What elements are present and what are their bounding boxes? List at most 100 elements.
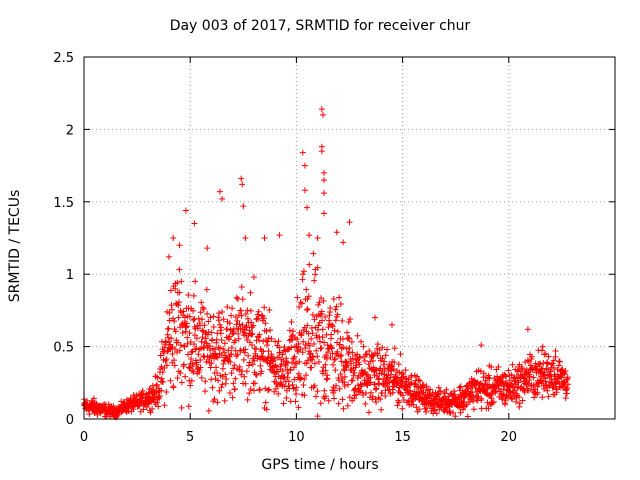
data-point — [163, 389, 170, 396]
data-point — [321, 190, 328, 197]
data-point — [238, 175, 245, 182]
data-point — [335, 377, 342, 384]
data-point — [188, 377, 195, 384]
data-point — [291, 364, 298, 371]
data-point — [539, 394, 546, 401]
data-point — [305, 330, 312, 337]
data-point — [168, 302, 175, 309]
data-point — [284, 374, 291, 381]
data-point — [200, 328, 207, 335]
data-point — [337, 301, 344, 308]
data-point — [212, 346, 219, 353]
data-point — [273, 363, 280, 370]
data-point — [283, 395, 290, 402]
data-point — [214, 354, 221, 361]
plot-frame — [83, 56, 616, 420]
data-point — [158, 387, 165, 394]
data-point — [158, 363, 165, 370]
data-point — [246, 390, 253, 397]
data-point — [423, 383, 430, 390]
data-point — [266, 307, 273, 314]
data-point — [206, 354, 213, 361]
data-point — [161, 402, 168, 409]
data-point — [168, 335, 175, 342]
data-point — [157, 352, 164, 359]
data-point — [333, 229, 340, 236]
data-point — [202, 335, 209, 342]
data-point — [209, 384, 216, 391]
data-point — [226, 320, 233, 327]
data-point — [299, 271, 306, 278]
data-point — [260, 315, 267, 322]
data-point — [234, 351, 241, 358]
data-point — [550, 365, 557, 372]
data-point — [317, 312, 324, 319]
data-point — [336, 341, 343, 348]
data-point — [320, 370, 327, 377]
data-point — [336, 294, 343, 301]
data-point — [391, 359, 398, 366]
data-point — [244, 307, 251, 314]
data-point — [318, 295, 325, 302]
data-point — [330, 361, 337, 368]
data-point — [189, 348, 196, 355]
data-point — [382, 393, 389, 400]
data-point — [251, 387, 258, 394]
data-point — [498, 379, 505, 386]
data-point — [343, 345, 350, 352]
data-point — [524, 357, 531, 364]
data-point — [178, 309, 185, 316]
data-point — [348, 360, 355, 367]
data-point — [262, 399, 269, 406]
data-point — [238, 307, 245, 314]
data-point — [330, 384, 337, 391]
data-point — [236, 363, 243, 370]
data-point — [279, 351, 286, 358]
data-point — [319, 111, 326, 118]
data-point — [478, 342, 485, 349]
data-point — [423, 404, 430, 411]
data-point — [265, 354, 272, 361]
data-point — [326, 312, 333, 319]
data-point — [236, 321, 243, 328]
data-point — [324, 342, 331, 349]
data-point — [508, 380, 515, 387]
data-point — [258, 368, 265, 375]
data-point — [338, 352, 345, 359]
data-point — [550, 357, 557, 364]
data-point — [186, 364, 193, 371]
data-point — [190, 292, 197, 299]
data-point — [243, 368, 250, 375]
data-point — [130, 406, 137, 413]
data-point — [510, 375, 517, 382]
data-point — [537, 360, 544, 367]
data-point — [435, 384, 442, 391]
data-point — [354, 382, 361, 389]
data-point — [169, 315, 176, 322]
data-point — [311, 360, 318, 367]
data-point — [153, 381, 160, 388]
data-point — [516, 400, 523, 407]
data-point — [191, 341, 198, 348]
data-point — [371, 368, 378, 375]
data-point — [394, 402, 401, 409]
data-point — [298, 300, 305, 307]
data-point — [244, 315, 251, 322]
data-point — [222, 352, 229, 359]
data-point — [336, 385, 343, 392]
data-point — [215, 377, 222, 384]
x-tick-label: 10 — [288, 430, 305, 445]
data-point — [451, 391, 458, 398]
data-point — [361, 357, 368, 364]
data-point — [204, 245, 211, 252]
data-point — [433, 410, 440, 417]
data-point — [90, 395, 97, 402]
data-point — [159, 369, 166, 376]
data-point — [544, 360, 551, 367]
data-point — [451, 388, 458, 395]
data-point — [213, 353, 220, 360]
data-point — [177, 307, 184, 314]
data-point — [189, 360, 196, 367]
data-point — [516, 403, 523, 410]
data-point — [335, 400, 342, 407]
